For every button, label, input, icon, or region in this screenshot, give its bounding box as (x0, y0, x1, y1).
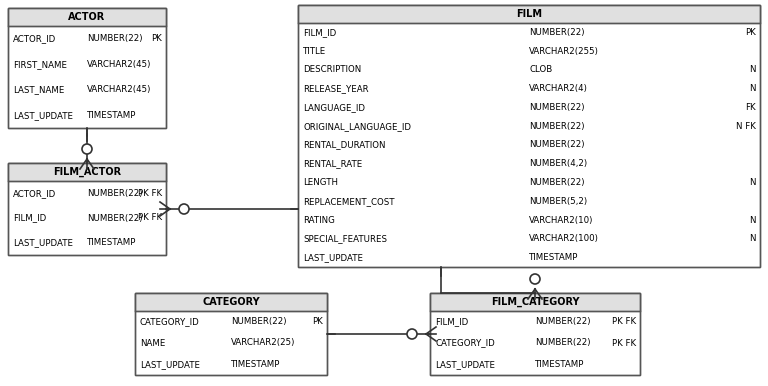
Text: NUMBER(22): NUMBER(22) (535, 317, 591, 326)
Text: NUMBER(22): NUMBER(22) (529, 122, 584, 131)
Bar (8, 8, 166, 128)
Text: FILM_ID: FILM_ID (303, 28, 336, 37)
Text: TIMESTAMP: TIMESTAMP (231, 360, 280, 369)
Text: NUMBER(22): NUMBER(22) (231, 317, 286, 326)
Text: ACTOR: ACTOR (68, 12, 106, 22)
Text: VARCHAR2(255): VARCHAR2(255) (529, 47, 599, 56)
Bar (8, 8, 166, 26)
Text: ACTOR_ID: ACTOR_ID (13, 34, 56, 43)
Text: RENTAL_DURATION: RENTAL_DURATION (303, 141, 386, 149)
Text: FILM_ID: FILM_ID (13, 213, 46, 222)
Bar (135, 293, 327, 375)
Text: TIMESTAMP: TIMESTAMP (529, 253, 578, 262)
Text: RELEASE_YEAR: RELEASE_YEAR (303, 84, 369, 93)
Text: FILM_ACTOR: FILM_ACTOR (53, 167, 121, 177)
Text: VARCHAR2(4): VARCHAR2(4) (529, 84, 588, 93)
Text: RENTAL_RATE: RENTAL_RATE (303, 159, 362, 168)
Text: LAST_UPDATE: LAST_UPDATE (13, 111, 73, 120)
Text: PK: PK (745, 28, 756, 37)
Text: FILM: FILM (516, 9, 542, 19)
Bar (135, 293, 327, 375)
Text: VARCHAR2(45): VARCHAR2(45) (87, 60, 151, 69)
Text: NUMBER(22): NUMBER(22) (529, 103, 584, 112)
Text: DESCRIPTION: DESCRIPTION (303, 65, 361, 74)
Text: N FK: N FK (736, 122, 756, 131)
Text: ACTOR_ID: ACTOR_ID (13, 189, 56, 198)
Bar (430, 293, 640, 375)
Text: VARCHAR2(45): VARCHAR2(45) (87, 85, 151, 94)
Text: PK FK: PK FK (612, 339, 636, 347)
Text: FILM_CATEGORY: FILM_CATEGORY (491, 297, 579, 307)
Text: NAME: NAME (140, 339, 165, 347)
Text: CATEGORY_ID: CATEGORY_ID (140, 317, 200, 326)
Text: CLOB: CLOB (529, 65, 552, 74)
Bar (430, 293, 640, 311)
Text: REPLACEMENT_COST: REPLACEMENT_COST (303, 197, 395, 206)
Text: LAST_UPDATE: LAST_UPDATE (435, 360, 495, 369)
Text: TIMESTAMP: TIMESTAMP (87, 111, 137, 120)
Text: FIRST_NAME: FIRST_NAME (13, 60, 67, 69)
Circle shape (82, 144, 92, 154)
Bar (298, 5, 760, 267)
Text: PK: PK (151, 34, 162, 43)
Text: LANGUAGE_ID: LANGUAGE_ID (303, 103, 365, 112)
Circle shape (530, 274, 540, 284)
Text: LAST_UPDATE: LAST_UPDATE (13, 238, 73, 247)
Bar (430, 293, 640, 375)
Text: PK: PK (313, 317, 323, 326)
Text: VARCHAR2(10): VARCHAR2(10) (529, 215, 594, 225)
Text: TITLE: TITLE (303, 47, 326, 56)
Bar (8, 163, 166, 255)
Text: TIMESTAMP: TIMESTAMP (87, 238, 137, 247)
Bar (8, 163, 166, 255)
Text: VARCHAR2(100): VARCHAR2(100) (529, 234, 599, 243)
Bar (8, 8, 166, 128)
Text: SPECIAL_FEATURES: SPECIAL_FEATURES (303, 234, 387, 243)
Text: NUMBER(22): NUMBER(22) (87, 34, 143, 43)
Text: PK FK: PK FK (138, 213, 162, 222)
Text: NUMBER(4,2): NUMBER(4,2) (529, 159, 587, 168)
Text: CATEGORY: CATEGORY (202, 297, 260, 307)
Text: N: N (750, 234, 756, 243)
Circle shape (179, 204, 189, 214)
Circle shape (407, 329, 417, 339)
Text: LAST_UPDATE: LAST_UPDATE (303, 253, 363, 262)
Text: FILM_ID: FILM_ID (435, 317, 468, 326)
Bar (8, 163, 166, 181)
Text: NUMBER(22): NUMBER(22) (529, 178, 584, 187)
Text: LAST_UPDATE: LAST_UPDATE (140, 360, 200, 369)
Text: NUMBER(5,2): NUMBER(5,2) (529, 197, 587, 206)
Text: N: N (750, 178, 756, 187)
Text: LENGTH: LENGTH (303, 178, 338, 187)
Bar (135, 293, 327, 311)
Text: NUMBER(22): NUMBER(22) (87, 189, 143, 198)
Bar (298, 5, 760, 23)
Text: PK FK: PK FK (138, 189, 162, 198)
Text: FK: FK (746, 103, 756, 112)
Bar (298, 5, 760, 267)
Text: NUMBER(22): NUMBER(22) (529, 28, 584, 37)
Text: PK FK: PK FK (612, 317, 636, 326)
Text: RATING: RATING (303, 215, 335, 225)
Text: ORIGINAL_LANGUAGE_ID: ORIGINAL_LANGUAGE_ID (303, 122, 411, 131)
Text: VARCHAR2(25): VARCHAR2(25) (231, 339, 296, 347)
Text: CATEGORY_ID: CATEGORY_ID (435, 339, 495, 347)
Text: N: N (750, 215, 756, 225)
Text: NUMBER(22): NUMBER(22) (529, 141, 584, 149)
Text: LAST_NAME: LAST_NAME (13, 85, 65, 94)
Text: N: N (750, 84, 756, 93)
Text: N: N (750, 65, 756, 74)
Text: NUMBER(22): NUMBER(22) (87, 213, 143, 222)
Text: NUMBER(22): NUMBER(22) (535, 339, 591, 347)
Text: TIMESTAMP: TIMESTAMP (535, 360, 584, 369)
